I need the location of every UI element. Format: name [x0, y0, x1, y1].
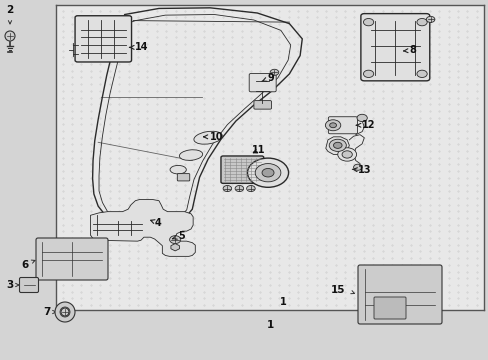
FancyBboxPatch shape [221, 156, 263, 183]
Text: 1: 1 [279, 297, 286, 307]
Circle shape [426, 16, 434, 22]
Polygon shape [90, 199, 195, 256]
FancyBboxPatch shape [177, 174, 189, 181]
Circle shape [61, 308, 69, 316]
Polygon shape [171, 244, 179, 251]
Text: 15: 15 [330, 285, 345, 295]
Text: 4: 4 [150, 218, 161, 228]
Text: 2: 2 [6, 5, 14, 15]
Circle shape [262, 168, 273, 177]
Text: 6: 6 [21, 260, 29, 270]
Circle shape [223, 185, 231, 192]
Circle shape [416, 18, 427, 26]
Circle shape [333, 142, 342, 148]
Text: 14: 14 [129, 42, 148, 52]
Circle shape [363, 70, 373, 77]
Text: 8: 8 [403, 45, 415, 55]
Text: 9: 9 [261, 73, 273, 83]
FancyBboxPatch shape [357, 265, 441, 324]
FancyBboxPatch shape [36, 238, 108, 280]
FancyBboxPatch shape [20, 278, 39, 292]
FancyBboxPatch shape [360, 14, 429, 81]
Text: 7: 7 [43, 307, 51, 317]
FancyBboxPatch shape [253, 100, 271, 109]
Circle shape [5, 31, 15, 41]
Circle shape [328, 139, 346, 152]
Ellipse shape [170, 165, 186, 174]
Circle shape [247, 158, 288, 187]
Circle shape [169, 236, 181, 244]
FancyBboxPatch shape [249, 73, 276, 92]
Circle shape [325, 120, 340, 131]
Ellipse shape [179, 150, 202, 160]
Circle shape [235, 185, 243, 192]
Text: 3: 3 [6, 280, 14, 290]
FancyBboxPatch shape [75, 16, 131, 62]
Circle shape [269, 69, 278, 75]
FancyBboxPatch shape [373, 297, 405, 319]
Text: 1: 1 [266, 320, 273, 330]
Circle shape [416, 70, 427, 77]
Text: 11: 11 [252, 145, 265, 155]
Circle shape [341, 151, 351, 158]
Circle shape [353, 164, 362, 170]
Ellipse shape [194, 131, 222, 144]
Circle shape [60, 307, 70, 317]
Circle shape [337, 148, 356, 161]
Circle shape [246, 185, 255, 192]
Circle shape [255, 163, 280, 182]
Circle shape [55, 302, 75, 322]
Text: 10: 10 [203, 132, 224, 142]
Circle shape [356, 114, 366, 122]
Circle shape [329, 123, 336, 128]
Polygon shape [325, 137, 348, 154]
Text: 12: 12 [356, 120, 375, 130]
Text: 5: 5 [172, 231, 184, 241]
Circle shape [363, 18, 373, 26]
Text: 13: 13 [352, 165, 370, 175]
FancyBboxPatch shape [328, 117, 357, 134]
